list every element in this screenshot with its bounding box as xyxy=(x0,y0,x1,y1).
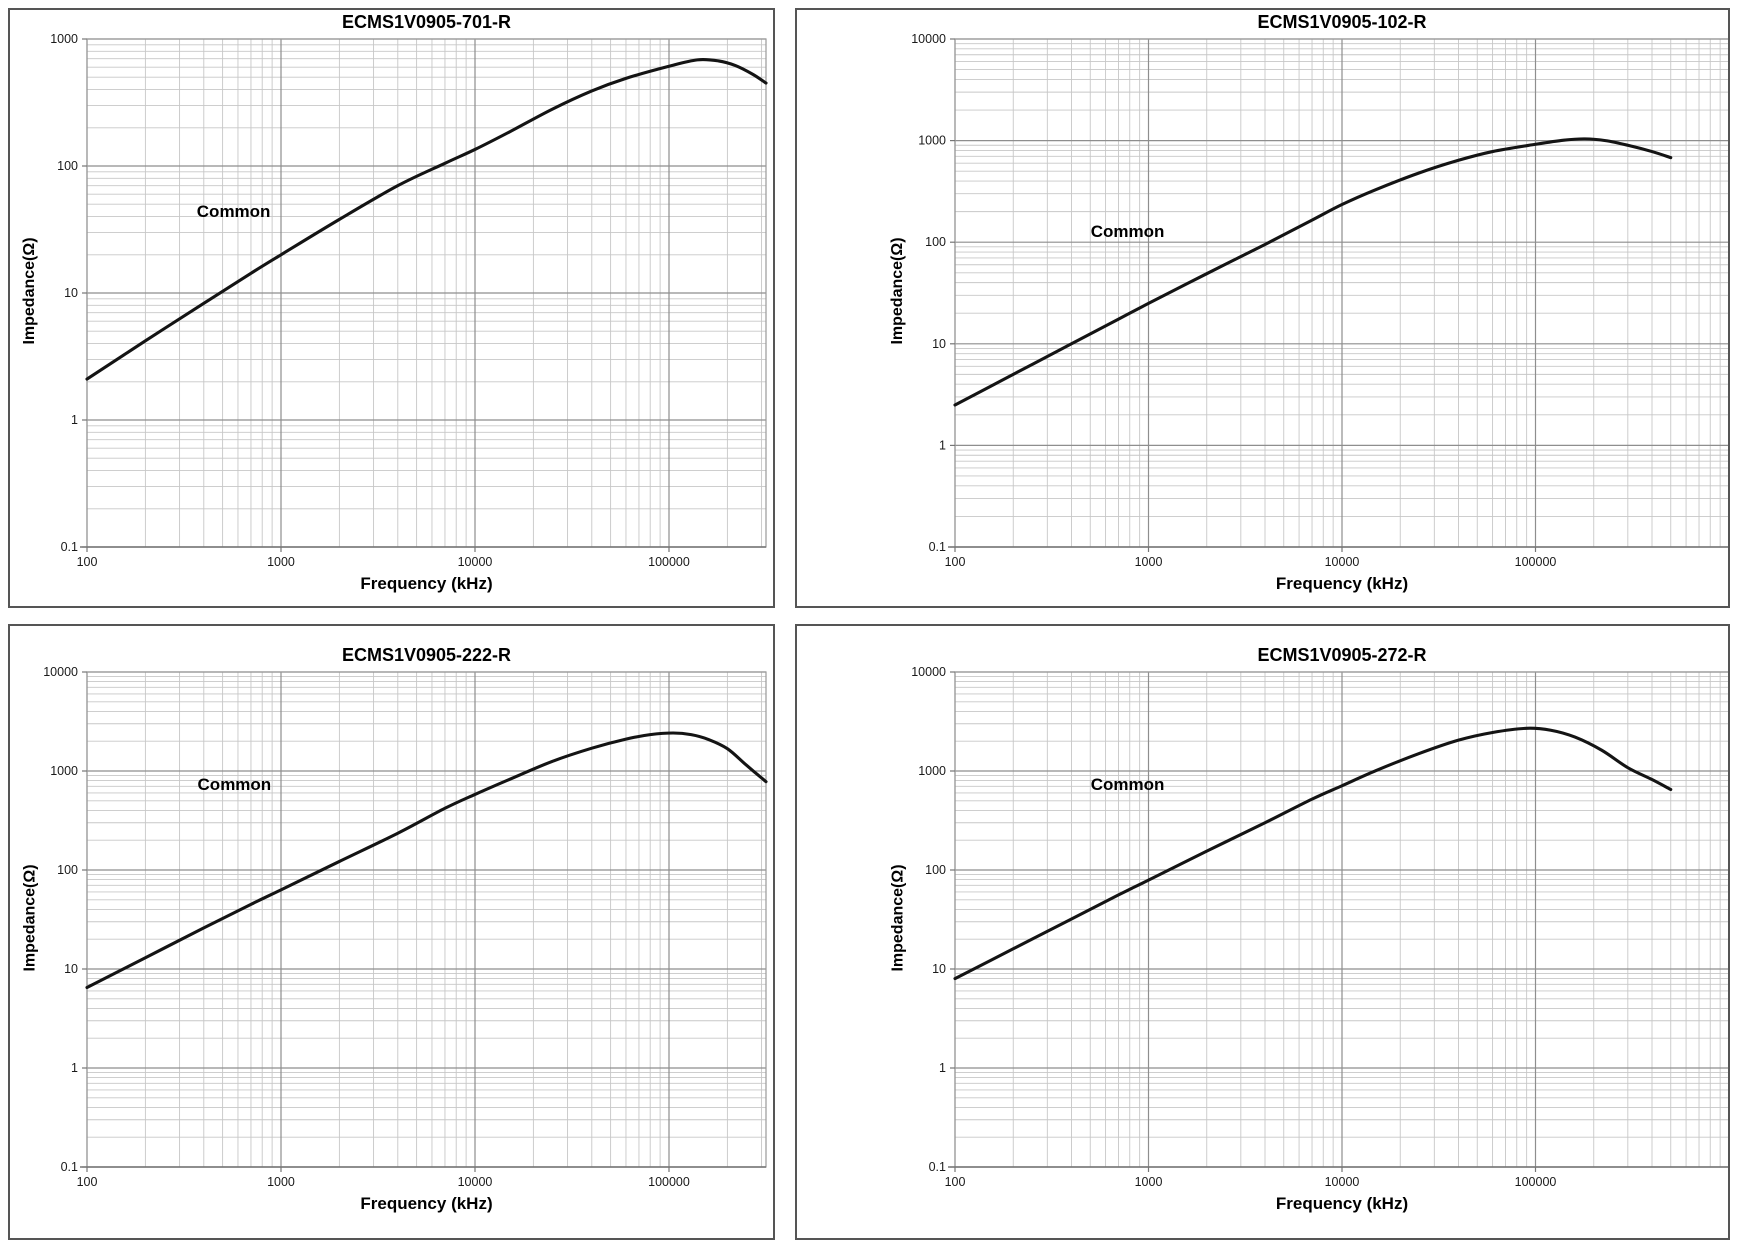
y-tick-label: 10 xyxy=(932,962,946,976)
x-tick-label: 100000 xyxy=(1515,1175,1557,1189)
y-tick-label: 0.1 xyxy=(929,1160,946,1174)
chart-title: ECMS1V0905-701-R xyxy=(341,12,512,32)
x-tick-label: 1000 xyxy=(1135,1175,1163,1189)
x-axis-title: Frequency (kHz) xyxy=(360,1194,493,1213)
y-tick-label: 1000 xyxy=(918,134,946,148)
x-tick-label: 10000 xyxy=(458,1175,493,1189)
series-label-common: Common xyxy=(196,201,271,221)
series-label-common: Common xyxy=(197,775,272,795)
y-axis-title: Impedance(Ω) xyxy=(21,237,38,345)
impedance-curve-common xyxy=(85,57,768,381)
y-tick-label: 1000 xyxy=(50,32,78,46)
x-tick-label: 10000 xyxy=(1325,555,1360,569)
y-tick-label: 100 xyxy=(925,235,946,249)
chart-panel-272-r: 100 1000 10000 100000 0.1 1 10 100 1000 10000 ECM… xyxy=(795,624,1730,1240)
chart-title: ECMS1V0905-222-R xyxy=(341,645,512,665)
x-tick-label: 100 xyxy=(945,1175,966,1189)
y-tick-label: 1 xyxy=(71,1061,78,1075)
y-tick-label: 10000 xyxy=(911,32,946,46)
y-tick-label: 100 xyxy=(57,159,78,173)
y-axis-title: Impedance(Ω) xyxy=(889,863,906,972)
x-tick-label: 1000 xyxy=(1135,555,1163,569)
chart-plot-222-r: 100 1000 10000 100000 0.1 1 10 100 1000 10000 xyxy=(43,665,768,1189)
x-tick-label: 1000 xyxy=(267,555,295,569)
y-tick-label: 1 xyxy=(71,413,78,427)
y-tick-label: 1 xyxy=(939,438,946,452)
chart-title: ECMS1V0905-272-R xyxy=(1257,645,1427,665)
chart-plot-102-r: 100 1000 10000 100000 0.1 1 10 100 1000 10000 xyxy=(911,32,1728,569)
x-tick-label: 100000 xyxy=(648,555,690,569)
impedance-curve-common xyxy=(953,726,1673,981)
chart-panel-102-r: 100 1000 10000 100000 0.1 1 10 100 1000 10000 ECM… xyxy=(795,8,1730,608)
y-axis-title: Impedance(Ω) xyxy=(889,237,906,345)
y-axis-title: Impedance(Ω) xyxy=(21,863,38,972)
x-tick-label: 100 xyxy=(77,1175,98,1189)
y-tick-label: 1000 xyxy=(918,764,946,778)
x-tick-label: 100 xyxy=(945,555,966,569)
y-tick-label: 10000 xyxy=(911,665,946,679)
series-label-common: Common xyxy=(1090,775,1165,795)
y-tick-label: 10 xyxy=(932,337,946,351)
chart-plot-701-r: 100 1000 10000 100000 0.1 1 10 100 1000 xyxy=(50,32,768,569)
impedance-curve-common xyxy=(85,731,768,990)
y-tick-label: 0.1 xyxy=(61,1160,78,1174)
x-tick-label: 100000 xyxy=(1515,555,1557,569)
x-tick-label: 100 xyxy=(77,555,98,569)
x-axis-title: Frequency (kHz) xyxy=(1275,1194,1409,1213)
y-tick-label: 0.1 xyxy=(929,540,946,554)
x-axis-title: Frequency (kHz) xyxy=(1275,574,1409,593)
impedance-curve-common xyxy=(953,137,1673,407)
chart-title: ECMS1V0905-102-R xyxy=(1257,12,1427,32)
chart-plot-272-r: 100 1000 10000 100000 0.1 1 10 100 1000 10000 xyxy=(911,665,1728,1189)
y-tick-label: 100 xyxy=(925,863,946,877)
y-tick-label: 10 xyxy=(64,286,78,300)
y-tick-label: 100 xyxy=(57,863,78,877)
x-axis-title: Frequency (kHz) xyxy=(360,574,493,593)
x-tick-label: 10000 xyxy=(1325,1175,1360,1189)
x-tick-label: 100000 xyxy=(648,1175,690,1189)
y-tick-label: 10000 xyxy=(43,665,78,679)
y-tick-label: 10 xyxy=(64,962,78,976)
y-tick-label: 0.1 xyxy=(61,540,78,554)
series-label-common: Common xyxy=(1090,222,1165,242)
x-tick-label: 1000 xyxy=(267,1175,295,1189)
chart-panel-701-r: 100 1000 10000 100000 0.1 1 10 100 1000 ECMS1V09… xyxy=(8,8,775,608)
chart-panel-222-r: 100 1000 10000 100000 0.1 1 10 100 1000 10000 ECM… xyxy=(8,624,775,1240)
y-tick-label: 1 xyxy=(939,1061,946,1075)
x-tick-label: 10000 xyxy=(458,555,493,569)
y-tick-label: 1000 xyxy=(50,764,78,778)
